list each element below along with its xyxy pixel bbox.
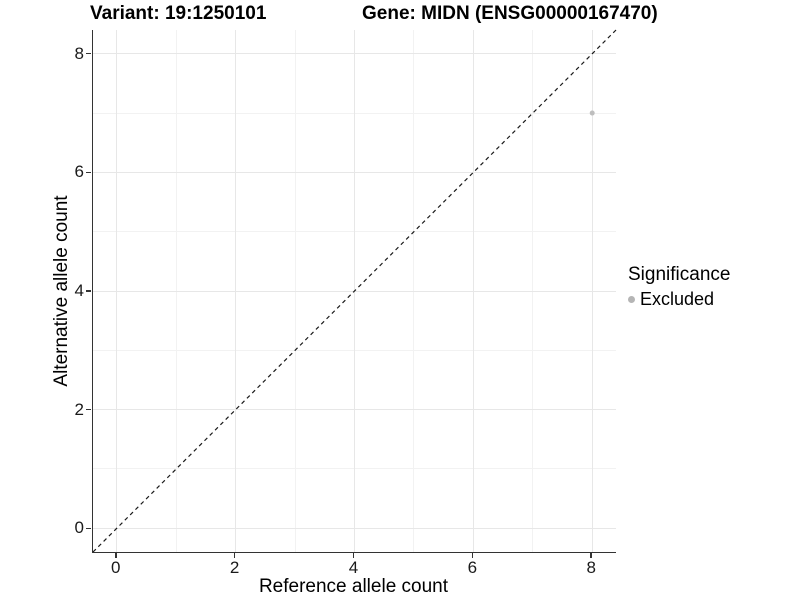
gridline-y-major — [93, 409, 616, 411]
x-axis-title: Reference allele count — [258, 576, 449, 597]
x-tick-label: 8 — [586, 558, 596, 577]
x-tick-mark — [471, 553, 474, 558]
x-tick-label: 0 — [111, 558, 121, 577]
y-tick-mark — [85, 171, 91, 174]
y-axis-ticks — [85, 30, 92, 552]
plot-canvas — [92, 29, 617, 553]
legend-title: Significance — [628, 264, 731, 285]
y-tick-label: 0 — [74, 518, 84, 538]
y-axis-tick-labels: 0 2 4 6 8 — [40, 30, 84, 552]
x-tick-mark — [590, 553, 592, 558]
y-tick-label: 8 — [74, 43, 84, 63]
plot-title-row: Variant: 19:1250101 Gene: MIDN (ENSG0000… — [0, 3, 800, 27]
x-tick-mark — [352, 553, 355, 558]
legend-item-excluded: Excluded — [628, 289, 730, 310]
x-axis-tick-labels: 0 2 4 6 8 — [92, 558, 615, 578]
gridline-y-major — [93, 171, 616, 173]
y-tick-mark — [85, 290, 91, 292]
x-axis-ticks — [92, 553, 615, 559]
legend-point-icon — [628, 296, 635, 303]
y-tick-label: 4 — [74, 281, 84, 300]
y-tick-mark — [85, 408, 91, 411]
x-tick-mark — [115, 553, 117, 558]
x-tick-label: 6 — [467, 558, 478, 577]
legend-item-label: Excluded — [640, 289, 715, 309]
y-tick-label: 2 — [74, 399, 84, 419]
plot-panel — [92, 29, 617, 553]
y-tick-label: 6 — [74, 162, 84, 182]
data-point-excluded — [589, 110, 595, 116]
x-tick-label: 4 — [348, 558, 359, 577]
y-tick-mark — [85, 52, 91, 55]
x-tick-label: 2 — [229, 558, 240, 577]
plot-title-variant: Variant: 19:1250101 — [90, 3, 267, 24]
y-tick-mark — [85, 527, 91, 530]
gridline-y-major — [93, 527, 616, 529]
plot-title-gene: Gene: MIDN (ENSG00000167470) — [362, 3, 658, 24]
x-tick-mark — [233, 553, 236, 558]
gridline-y-major — [93, 53, 616, 55]
identity-dashed-line — [92, 29, 617, 553]
data-points-group — [589, 110, 595, 116]
legend: Significance Excluded — [628, 264, 730, 310]
